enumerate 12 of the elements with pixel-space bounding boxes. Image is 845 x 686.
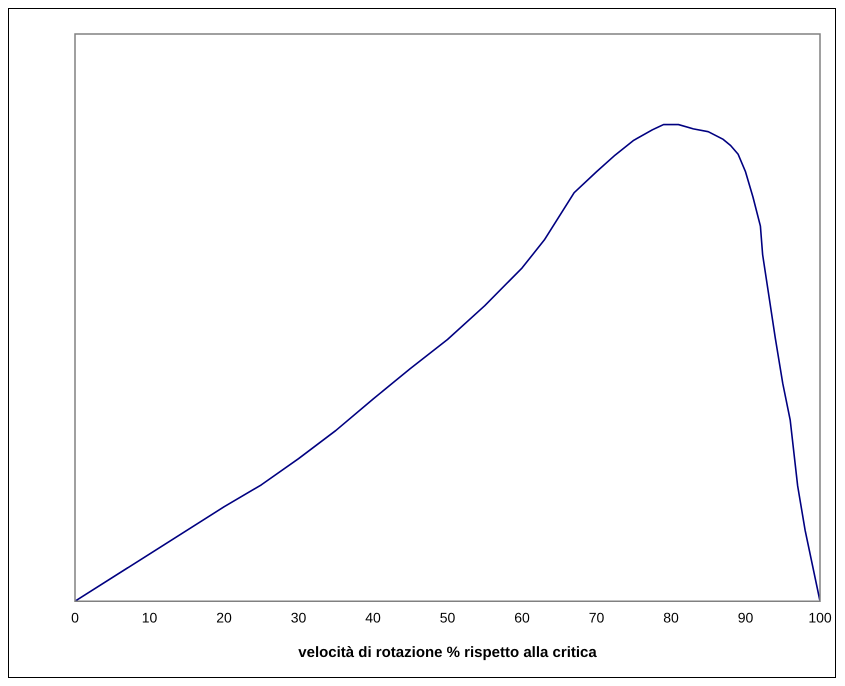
x-axis-title: velocità di rotazione % rispetto alla critica <box>298 644 598 662</box>
x-tick-label: 0 <box>71 609 80 626</box>
x-tick-label: 90 <box>738 609 754 626</box>
x-tick-label: 10 <box>142 609 158 626</box>
x-tick-label: 50 <box>440 609 456 626</box>
x-tick-label: 20 <box>216 609 232 626</box>
x-tick-label: 80 <box>663 609 679 626</box>
x-tick-label: 30 <box>290 609 306 626</box>
x-tick-label: 60 <box>514 609 530 626</box>
x-tick-label: 70 <box>588 609 604 626</box>
x-tick-label: 100 <box>808 609 832 626</box>
x-tick-label: 40 <box>365 609 381 626</box>
